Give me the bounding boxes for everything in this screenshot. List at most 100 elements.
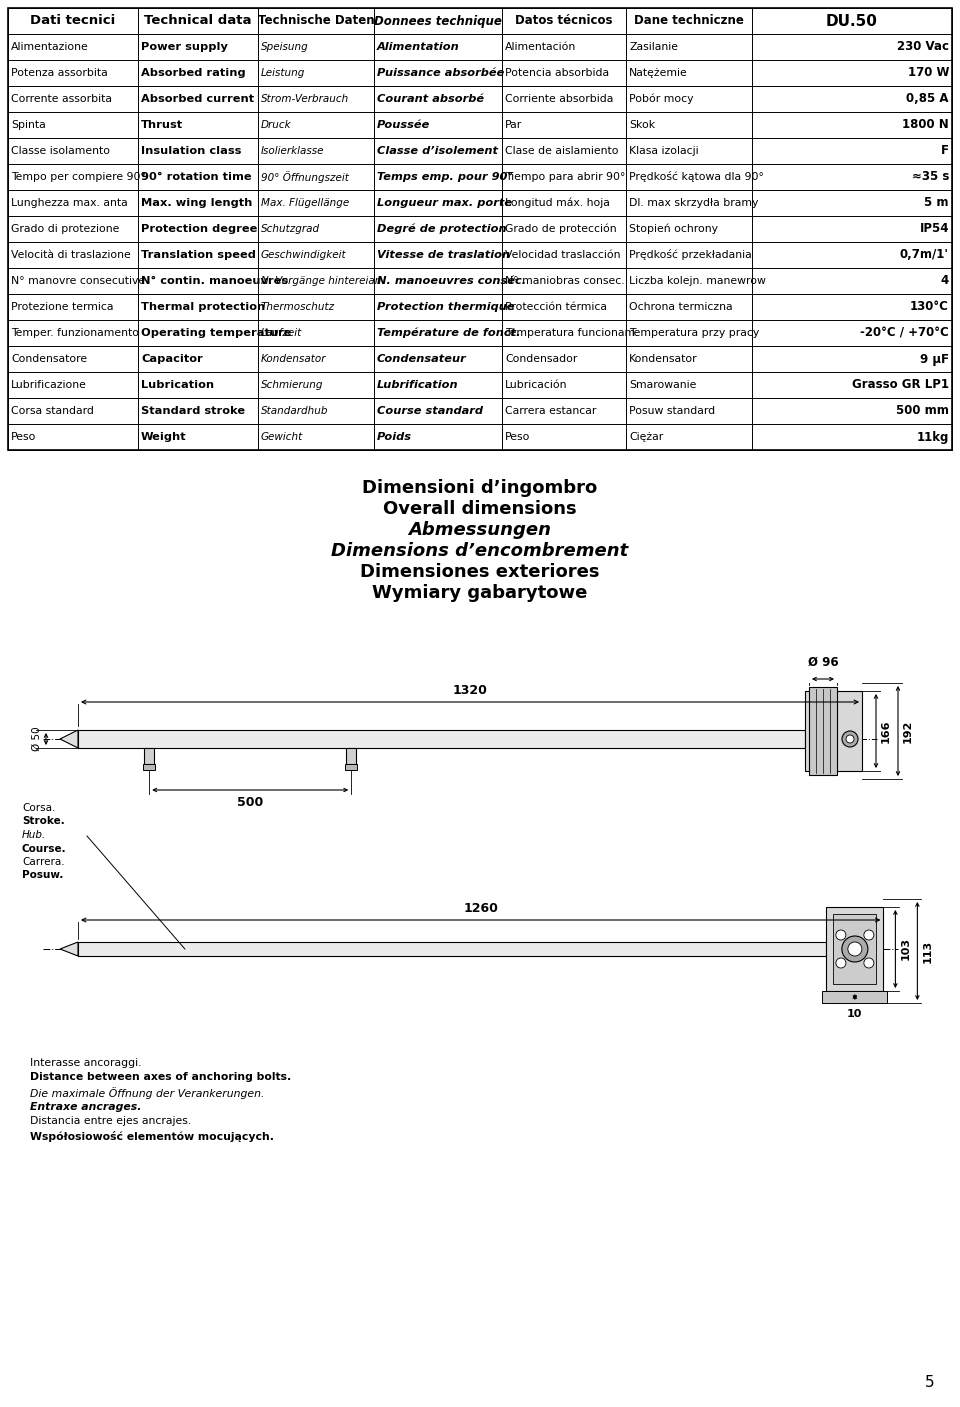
Text: Vitesse de traslation: Vitesse de traslation xyxy=(377,250,510,260)
Text: -20°C / +70°C: -20°C / +70°C xyxy=(860,326,949,339)
Text: 10: 10 xyxy=(847,1009,863,1019)
Text: Temperatura funcionam.: Temperatura funcionam. xyxy=(505,328,638,338)
Text: Absorbed rating: Absorbed rating xyxy=(141,68,246,77)
Text: Leistung: Leistung xyxy=(261,68,305,77)
Text: Absorbed current: Absorbed current xyxy=(141,94,254,104)
Text: Temper. funzionamento: Temper. funzionamento xyxy=(11,328,139,338)
Text: Datos técnicos: Datos técnicos xyxy=(516,14,612,28)
Bar xyxy=(346,764,357,770)
Text: Standard stroke: Standard stroke xyxy=(141,407,245,416)
Text: 1800 N: 1800 N xyxy=(902,118,949,131)
Text: Peso: Peso xyxy=(505,432,530,442)
Text: Clase de aislamiento: Clase de aislamiento xyxy=(505,146,618,156)
Text: Ciężar: Ciężar xyxy=(629,432,663,442)
Circle shape xyxy=(848,943,862,955)
Bar xyxy=(78,943,827,955)
Text: Corsa standard: Corsa standard xyxy=(11,407,94,416)
Bar xyxy=(143,764,156,770)
Circle shape xyxy=(846,734,854,743)
Text: Thermoschutz: Thermoschutz xyxy=(261,303,335,312)
Text: Alimentación: Alimentación xyxy=(505,42,576,52)
Text: Carrera.: Carrera. xyxy=(22,857,64,867)
Text: Lubricación: Lubricación xyxy=(505,380,567,390)
Text: Potenza assorbita: Potenza assorbita xyxy=(11,68,108,77)
Text: Geschwindigkeit: Geschwindigkeit xyxy=(261,250,347,260)
Text: Max. Flügellänge: Max. Flügellänge xyxy=(261,198,349,208)
Text: Smarowanie: Smarowanie xyxy=(629,380,696,390)
Text: Capacitor: Capacitor xyxy=(141,355,203,364)
Text: Dane techniczne: Dane techniczne xyxy=(634,14,744,28)
Bar xyxy=(823,991,887,1003)
Text: IP54: IP54 xyxy=(920,222,949,235)
Text: Liczba kolejn. manewrow: Liczba kolejn. manewrow xyxy=(629,276,766,286)
Text: Spinta: Spinta xyxy=(11,120,46,129)
Text: 166: 166 xyxy=(881,719,891,743)
Bar xyxy=(827,908,883,991)
Text: 5: 5 xyxy=(925,1375,935,1390)
Text: Condensador: Condensador xyxy=(505,355,577,364)
Text: 192: 192 xyxy=(903,719,913,743)
Text: Lubrication: Lubrication xyxy=(141,380,214,390)
Text: Corriente absorbida: Corriente absorbida xyxy=(505,94,613,104)
Text: Poussée: Poussée xyxy=(377,120,430,129)
Text: Carrera estancar: Carrera estancar xyxy=(505,407,596,416)
Polygon shape xyxy=(60,730,78,749)
Text: Schmierung: Schmierung xyxy=(261,380,324,390)
Text: 90° Öffnungszeit: 90° Öffnungszeit xyxy=(261,172,348,183)
Text: Alimentazione: Alimentazione xyxy=(11,42,88,52)
Text: 0,85 A: 0,85 A xyxy=(906,93,949,106)
Text: DU.50: DU.50 xyxy=(826,14,878,28)
Text: Lubrification: Lubrification xyxy=(377,380,459,390)
Text: 170 W: 170 W xyxy=(907,66,949,80)
Text: 500: 500 xyxy=(237,796,263,809)
Text: Poids: Poids xyxy=(377,432,412,442)
Text: Die maximale Öffnung der Verankerungen.: Die maximale Öffnung der Verankerungen. xyxy=(30,1088,265,1099)
Text: Standardhub: Standardhub xyxy=(261,407,328,416)
Polygon shape xyxy=(60,943,78,955)
Text: Peso: Peso xyxy=(11,432,36,442)
Text: Thrust: Thrust xyxy=(141,120,183,129)
Text: Course.: Course. xyxy=(22,844,66,854)
Text: Protezione termica: Protezione termica xyxy=(11,303,113,312)
Text: Protection degree: Protection degree xyxy=(141,224,257,234)
Text: Schutzgrad: Schutzgrad xyxy=(261,224,320,234)
Text: Dimensioni d’ingombro: Dimensioni d’ingombro xyxy=(362,478,598,497)
Text: Puissance absorbée: Puissance absorbée xyxy=(377,68,504,77)
Text: Technische Daten: Technische Daten xyxy=(257,14,374,28)
Text: Corsa.: Corsa. xyxy=(22,803,56,813)
Text: Natężemie: Natężemie xyxy=(629,68,687,77)
Text: Dimensiones exteriores: Dimensiones exteriores xyxy=(360,563,600,581)
Text: N° contin. manoeuvres: N° contin. manoeuvres xyxy=(141,276,288,286)
Text: Classe isolamento: Classe isolamento xyxy=(11,146,110,156)
Text: Power supply: Power supply xyxy=(141,42,228,52)
Text: 9 μF: 9 μF xyxy=(920,353,949,366)
Circle shape xyxy=(864,958,874,968)
Text: Tiempo para abrir 90°: Tiempo para abrir 90° xyxy=(505,172,625,182)
Text: Temperatura przy pracy: Temperatura przy pracy xyxy=(629,328,759,338)
Bar xyxy=(8,8,952,450)
Circle shape xyxy=(842,732,858,747)
Text: Par: Par xyxy=(505,120,522,129)
Circle shape xyxy=(836,930,846,940)
Text: Isolierklasse: Isolierklasse xyxy=(261,146,324,156)
Text: Alimentation: Alimentation xyxy=(377,42,460,52)
Text: Hub.: Hub. xyxy=(22,830,46,840)
Text: Współosiowość elementów mocujących.: Współosiowość elementów mocujących. xyxy=(30,1130,274,1141)
Text: 4: 4 xyxy=(941,274,949,287)
Text: Interasse ancoraggi.: Interasse ancoraggi. xyxy=(30,1058,141,1068)
Text: Longueur max. porte: Longueur max. porte xyxy=(377,198,512,208)
Text: Skok: Skok xyxy=(629,120,655,129)
Text: 11kg: 11kg xyxy=(917,431,949,443)
Text: Température de fonct.: Température de fonct. xyxy=(377,328,520,338)
Text: 1320: 1320 xyxy=(452,684,488,696)
Bar xyxy=(78,730,805,749)
Text: 5 m: 5 m xyxy=(924,197,949,210)
Text: Donnees technique: Donnees technique xyxy=(374,14,502,28)
Text: Distance between axes of anchoring bolts.: Distance between axes of anchoring bolts… xyxy=(30,1072,291,1082)
Text: Degré de protection: Degré de protection xyxy=(377,224,507,234)
Bar xyxy=(347,749,356,764)
Text: 113: 113 xyxy=(923,940,932,962)
Text: Courant absorbé: Courant absorbé xyxy=(377,94,484,104)
Text: Thermal protection: Thermal protection xyxy=(141,303,265,312)
Text: Distancia entre ejes ancrajes.: Distancia entre ejes ancrajes. xyxy=(30,1116,191,1126)
